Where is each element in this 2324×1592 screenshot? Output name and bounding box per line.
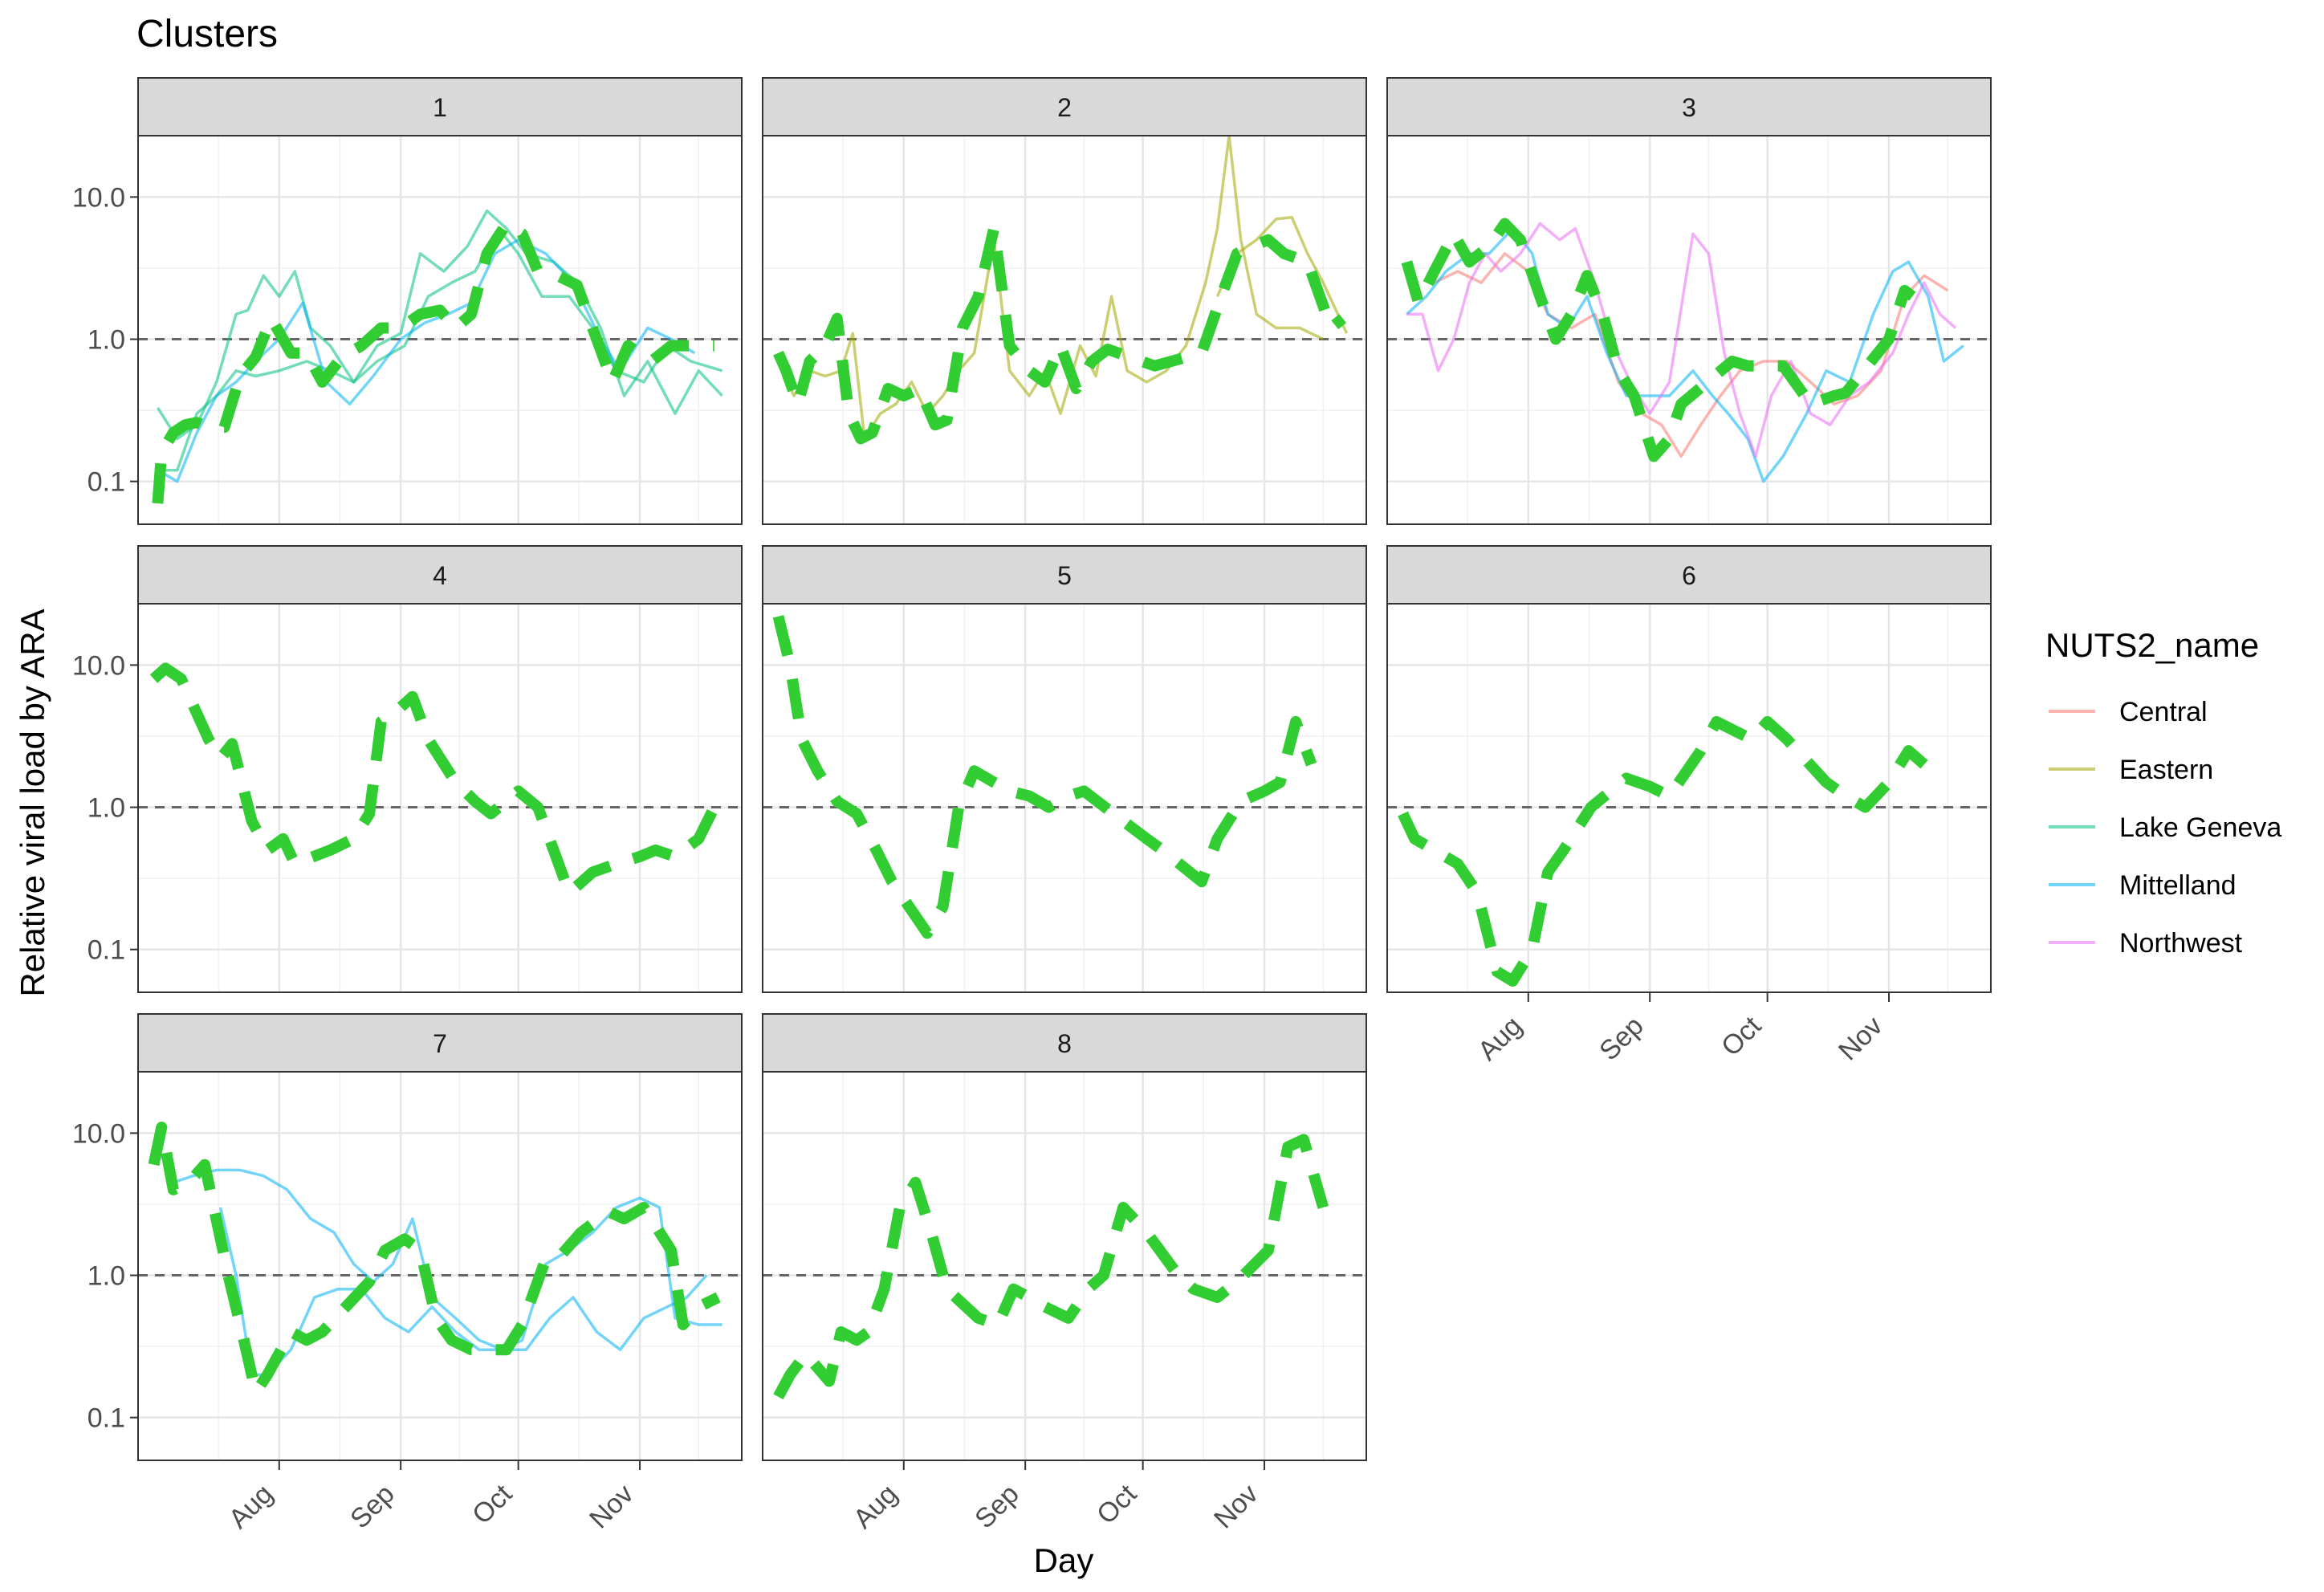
legend-entry: Eastern [2049, 755, 2213, 785]
cluster-mean-line [773, 222, 1347, 445]
legend-entries: Central Eastern Lake Geneva Mittelland North… [2049, 697, 2281, 959]
panel-background [138, 136, 742, 524]
y-tick-label: 0.1 [88, 467, 125, 498]
chart-title: Clusters [136, 13, 278, 55]
panel-series [152, 209, 723, 504]
panel-series [1401, 218, 1964, 483]
facet-strip [1386, 77, 1992, 136]
facet-strip [762, 1013, 1367, 1073]
panel-series [1398, 715, 1928, 987]
series-line-northwest [1406, 222, 1957, 458]
facet-panel-1: 1 0.1 1.0 10.0 [72, 77, 743, 525]
panel-border [1386, 135, 1992, 525]
panel-border [1386, 603, 1992, 993]
panel-grid [763, 604, 1366, 992]
cluster-mean-line [1401, 218, 1916, 462]
legend-entry: Lake Geneva [2049, 812, 2281, 843]
facet-panel-4: 4 0.1 1.0 10.0 [72, 545, 743, 993]
facet-strip-label: 2 [1057, 93, 1072, 122]
facet-strip-label: 3 [1682, 93, 1696, 122]
panel-border [137, 1071, 743, 1461]
panel-border [137, 603, 743, 993]
legend-label: Eastern [2119, 755, 2213, 785]
cluster-mean-line [772, 615, 1317, 939]
facet-strip-label: 8 [1057, 1029, 1072, 1058]
panel-series [773, 136, 1349, 445]
series-line-central [1433, 252, 1949, 458]
panel-background [763, 1072, 1366, 1460]
legend-label: Lake Geneva [2119, 812, 2281, 843]
series-line-mittelland [1406, 226, 1964, 483]
panel-border [137, 135, 743, 525]
panel-grid [138, 1072, 742, 1460]
y-tick-label: 10.0 [72, 1118, 125, 1149]
panel-background [763, 136, 1366, 524]
facet-strip-label: 7 [433, 1029, 447, 1058]
x-axis-title: Day [1034, 1541, 1094, 1579]
facet-panel-2: 2 [762, 77, 1367, 525]
y-tick-label: 1.0 [88, 1261, 125, 1292]
series-line-eastern [1215, 215, 1349, 334]
legend-label: Central [2119, 697, 2208, 727]
facet-strip-label: 5 [1057, 561, 1072, 590]
legend-title: NUTS2_name [2045, 626, 2259, 664]
y-tick-label: 1.0 [88, 325, 125, 356]
panel-background [138, 1072, 742, 1460]
facet-panel-5: 5 [762, 545, 1367, 993]
panel-grid [763, 136, 1366, 524]
panel-grid [763, 1072, 1366, 1460]
facet-panel-3: 3 [1386, 77, 1992, 525]
panel-border [762, 135, 1367, 525]
facet-strip [762, 545, 1367, 605]
legend-label: Mittelland [2119, 870, 2236, 901]
panel-background [138, 604, 742, 992]
facet-strip-label: 1 [433, 93, 447, 122]
legend-entry: Northwest [2049, 928, 2243, 959]
panel-series [772, 615, 1317, 939]
cluster-mean-line [148, 1122, 721, 1399]
series-line-mittelland [218, 1207, 708, 1377]
facet-strip-label: 6 [1682, 561, 1696, 590]
facet-strip [137, 77, 743, 136]
legend-entry: Mittelland [2049, 870, 2236, 901]
panel-grid [1387, 604, 1991, 992]
facet-strip-label: 4 [433, 561, 447, 590]
cluster-mean-line [1398, 715, 1928, 987]
cluster-mean-line [149, 662, 720, 899]
y-axis-title: Relative viral load by ARA [14, 609, 51, 996]
cluster-mean-line [773, 1134, 1329, 1400]
y-tick-label: 1.0 [88, 793, 125, 824]
y-tick-label: 10.0 [72, 650, 125, 681]
facet-strip [137, 545, 743, 605]
legend: NUTS2_name Central Eastern Lake Geneva Mitt… [2045, 626, 2281, 959]
legend-entry: Central [2049, 697, 2208, 727]
panel-border [762, 1071, 1367, 1461]
y-tick-label: 10.0 [72, 182, 125, 213]
panel-series [149, 662, 720, 899]
panel-background [763, 604, 1366, 992]
y-tick-label: 0.1 [88, 935, 125, 966]
y-tick-label: 0.1 [88, 1403, 125, 1434]
panel-border [762, 603, 1367, 993]
panel-series [148, 1122, 722, 1399]
panel-background [1387, 604, 1991, 992]
legend-label: Northwest [2119, 928, 2243, 959]
facet-strip [1386, 545, 1992, 605]
panel-series [773, 1134, 1329, 1400]
panel-background [1387, 136, 1991, 524]
cluster-mean-line [152, 218, 714, 504]
